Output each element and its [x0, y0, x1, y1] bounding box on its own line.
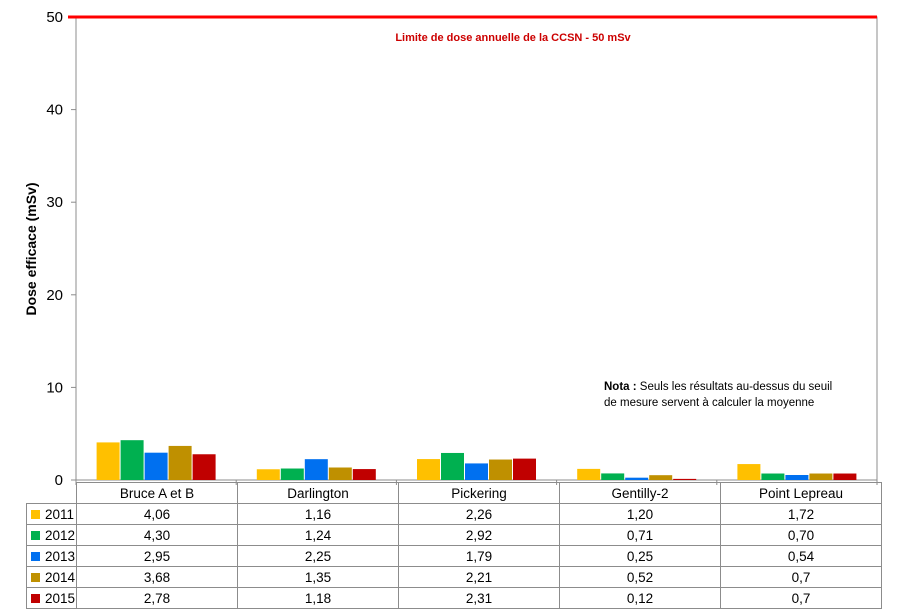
limit-line-label: Limite de dose annuelle de la CCSN - 50 … — [395, 32, 631, 44]
bar-2013-gentilly-2 — [625, 477, 649, 480]
y-tick-label: 50 — [46, 9, 63, 26]
table-category-header: Point Lepreau — [720, 482, 882, 504]
table-row: 2011 4,06 1,16 2,26 1,20 1,72 — [26, 503, 882, 525]
note: Nota : Seuls les résultats au-dessus du … — [604, 379, 834, 411]
table-row: 2014 3,68 1,35 2,21 0,52 0,7 — [26, 566, 882, 588]
bar-2013-darlington — [304, 459, 328, 480]
legend-label: 2011 — [45, 506, 75, 522]
table-row: 2015 2,78 1,18 2,31 0,12 0,7 — [26, 587, 882, 609]
table-cell: 1,18 — [237, 587, 399, 609]
table-row-header: 2014 — [26, 566, 77, 588]
legend-label: 2015 — [45, 590, 76, 606]
bar-2011-pickering — [417, 459, 440, 480]
table-cell: 0,7 — [720, 587, 882, 609]
table-corner — [26, 482, 77, 504]
table-row-header: 2015 — [26, 587, 77, 609]
table-cell: 0,54 — [720, 545, 882, 567]
table-cell: 3,68 — [76, 566, 238, 588]
table-cell: 1,16 — [237, 503, 399, 525]
table-cell: 1,79 — [398, 545, 560, 567]
table-row-header: 2013 — [26, 545, 77, 567]
y-tick-label: 30 — [46, 194, 63, 211]
table-cell: 1,35 — [237, 566, 399, 588]
table-cell: 2,92 — [398, 524, 560, 546]
table-cell: 2,78 — [76, 587, 238, 609]
bar-2011-darlington — [256, 469, 280, 480]
legend-swatch — [31, 593, 40, 603]
legend-label: 2013 — [45, 548, 76, 564]
table-category-header: Pickering — [398, 482, 560, 504]
bar-2012-pickering — [441, 452, 464, 480]
bar-2013-point-lepreau — [785, 474, 809, 480]
bar-2015-gentilly-2 — [673, 478, 697, 480]
table-category-header: Bruce A et B — [76, 482, 238, 504]
bar-2014-gentilly-2 — [649, 475, 673, 480]
table-cell: 0,12 — [559, 587, 721, 609]
bar-2011-gentilly-2 — [577, 468, 601, 480]
bar-2015-darlington — [352, 469, 376, 480]
table-cell: 2,31 — [398, 587, 560, 609]
table-cell: 4,06 — [76, 503, 238, 525]
table-cell: 1,20 — [559, 503, 721, 525]
table-header-row: Bruce A et B Darlington Pickering Gentilly-… — [26, 482, 882, 504]
table-category-header: Gentilly-2 — [559, 482, 721, 504]
bar-2015-pickering — [513, 458, 536, 480]
bar-2012-gentilly-2 — [601, 473, 625, 480]
bar-2014-bruce-a-et-b — [168, 445, 192, 480]
legend-label: 2012 — [45, 527, 76, 543]
bar-2011-bruce-a-et-b — [96, 442, 120, 480]
legend-swatch — [31, 551, 40, 561]
table-row: 2013 2,95 2,25 1,79 0,25 0,54 — [26, 545, 882, 567]
bar-2012-darlington — [280, 468, 304, 480]
bar-2015-bruce-a-et-b — [192, 454, 216, 480]
bar-2015-point-lepreau — [833, 473, 857, 480]
bar-2013-pickering — [465, 463, 488, 480]
table-cell: 2,26 — [398, 503, 560, 525]
note-text: Seuls les résultats au-dessus du seuil d… — [604, 381, 833, 409]
data-table: Bruce A et B Darlington Pickering Gentilly-… — [26, 482, 882, 609]
legend-swatch — [31, 530, 40, 540]
table-cell: 2,21 — [398, 566, 560, 588]
y-axis-label: Dose efficace (mSv) — [23, 182, 39, 315]
plot-frame — [75, 16, 878, 481]
table-row-header: 2012 — [26, 524, 77, 546]
table-row: 2012 4,30 1,24 2,92 0,71 0,70 — [26, 524, 882, 546]
table-cell: 0,70 — [720, 524, 882, 546]
bar-2011-point-lepreau — [737, 464, 761, 480]
table-cell: 2,25 — [237, 545, 399, 567]
table-cell: 1,72 — [720, 503, 882, 525]
legend-swatch — [31, 509, 40, 519]
legend-swatch — [31, 572, 40, 582]
table-category-header: Darlington — [237, 482, 399, 504]
legend-label: 2014 — [45, 569, 76, 585]
y-tick-label: 10 — [46, 379, 63, 396]
table-cell: 2,95 — [76, 545, 238, 567]
y-tick-label: 40 — [46, 102, 63, 119]
bar-2013-bruce-a-et-b — [144, 452, 168, 480]
y-tick-label: 20 — [46, 287, 63, 304]
bar-2014-pickering — [489, 459, 512, 480]
bar-2014-point-lepreau — [809, 473, 833, 480]
bar-2014-darlington — [328, 467, 352, 480]
table-cell: 0,7 — [720, 566, 882, 588]
table-cell: 0,52 — [559, 566, 721, 588]
note-bold: Nota : — [604, 381, 637, 393]
table-cell: 1,24 — [237, 524, 399, 546]
y-tick-label: 0 — [55, 472, 63, 489]
bar-2012-bruce-a-et-b — [120, 440, 144, 480]
table-cell: 4,30 — [76, 524, 238, 546]
bar-2012-point-lepreau — [761, 473, 785, 480]
table-cell: 0,71 — [559, 524, 721, 546]
plot-area: 0 10 20 30 40 50 — [46, 9, 878, 489]
table-row-header: 2011 — [26, 503, 77, 525]
table-cell: 0,25 — [559, 545, 721, 567]
